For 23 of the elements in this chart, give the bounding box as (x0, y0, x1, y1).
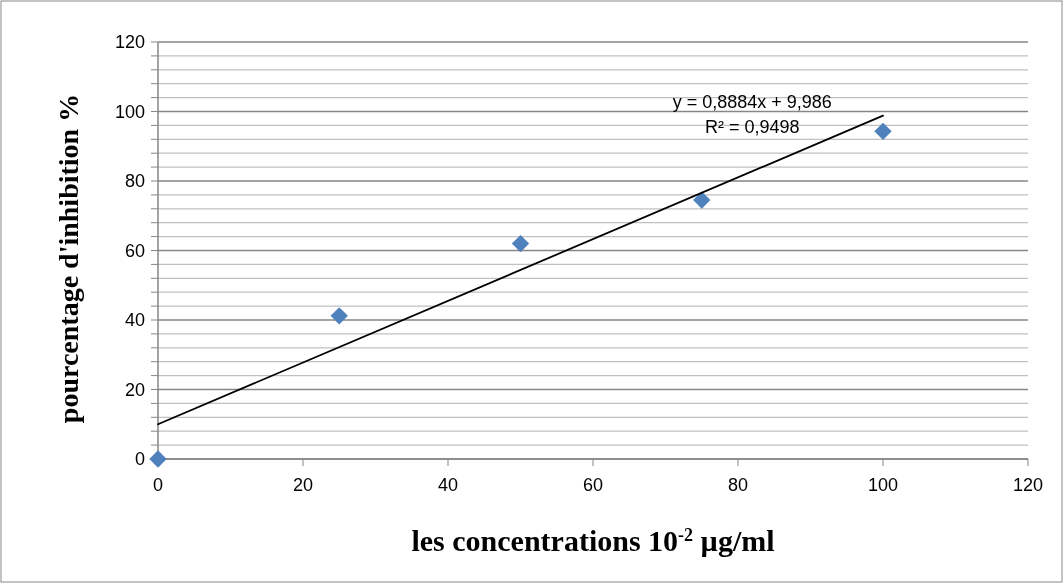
x-tick-label: 0 (152, 475, 164, 495)
y-axis-title: pourcentage d'inhibition % (53, 93, 84, 424)
point (693, 191, 711, 209)
y-tick-label: 60 (124, 240, 145, 261)
point (330, 307, 348, 325)
point (874, 122, 892, 140)
x-tick-label: 40 (437, 475, 459, 495)
y-tick-label: 120 (114, 32, 145, 53)
x-tick-label: 80 (727, 475, 749, 495)
point (511, 234, 530, 253)
x-tick-label: 100 (867, 475, 899, 495)
annotation: y = 0,8884x + 9,986 (672, 92, 832, 112)
x-axis-title: les concentrations 10$^{-2}$ µg/ml (411, 524, 775, 557)
y-tick-label: 100 (114, 101, 145, 122)
y-tick-label: 80 (124, 171, 145, 192)
point (149, 450, 167, 468)
y-tick-label: 20 (124, 379, 145, 400)
y-tick-label: 0 (134, 449, 145, 470)
x-tick-label: 120 (1012, 475, 1044, 495)
annotation: R² = 0,9498 (704, 117, 800, 137)
x-tick-label: 60 (582, 475, 604, 495)
y-tick-label: 40 (124, 310, 145, 331)
x-tick-label: 20 (292, 475, 314, 495)
